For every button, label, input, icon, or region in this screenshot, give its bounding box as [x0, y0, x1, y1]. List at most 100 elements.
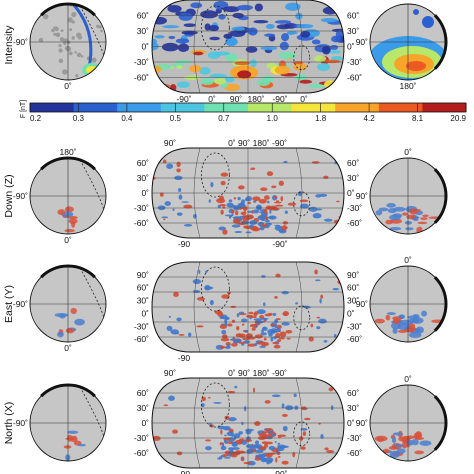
left-polar-cap: -90˚ 0˚ [13, 264, 107, 353]
polar-label-left: -90˚ [13, 299, 28, 309]
lat-label-right: 0˚ [347, 42, 355, 52]
right-polar-cap: 0˚ 90˚ [356, 255, 448, 343]
map-field [152, 0, 344, 92]
map-outline [151, 0, 345, 94]
lat-label-right: 90˚ [347, 270, 359, 280]
lat-label-right: -30˚ [347, 433, 362, 443]
colorbar-unit-label: F [nT] [20, 100, 27, 118]
polar-thick-arc [40, 2, 96, 17]
meridian-line [193, 0, 201, 93]
lat-label-right: -60˚ [347, 448, 362, 458]
lat-label-right: 30˚ [347, 403, 359, 413]
lat-label-left: 90˚ [137, 270, 149, 280]
right-polar-cap: 90˚ 180˚ [356, 3, 448, 91]
colorbar-segment [378, 103, 423, 112]
meridian-line [193, 262, 201, 352]
polar-label-bottom: 0˚ [64, 81, 72, 91]
lat-label-right: -30˚ [347, 57, 362, 67]
lat-label-right: -30˚ [347, 321, 362, 331]
polar-label-left: 90˚ [356, 418, 368, 428]
row-title: Down (Z) [3, 174, 15, 217]
lat-label-right: 0˚ [347, 418, 355, 428]
graticule [152, 148, 344, 238]
row-2: Down (Z)180˚-90˚0˚0˚90˚60˚30˚0˚-30˚-60˚6… [3, 138, 448, 249]
lat-label-left: 30˚ [137, 26, 149, 36]
polar-field [63, 430, 86, 461]
colorbar: 0.2 0.3 0.4 0.5 0.7 1.0 1.8 4.2 8.1 20.9 F [nT] [20, 100, 467, 123]
polar-field [374, 310, 445, 339]
colorbar-segment [422, 103, 467, 112]
figure-content: Intensity-90˚0˚90˚180˚60˚30˚0˚-30˚-60˚60… [3, 0, 467, 474]
polar-field [57, 206, 78, 233]
dashed-contour [79, 386, 105, 438]
polar-thick-arc [433, 276, 448, 332]
colorbar-tick-label: 1.0 [267, 114, 279, 123]
row-title: East (Y) [3, 285, 15, 323]
colorbar-segment [160, 103, 205, 112]
colorbar-tick-label: 0.2 [30, 114, 42, 123]
graticule [152, 378, 344, 468]
colorbar-segment [117, 103, 162, 112]
left-polar-cap: -90˚ [13, 383, 107, 462]
meridian-line [295, 148, 303, 238]
dashed-contour [200, 382, 230, 428]
map-label-top: 0˚ 90˚ 180˚ -90˚ [228, 368, 287, 378]
colorbar-segment [30, 103, 75, 112]
lat-label-right: 60˚ [347, 388, 359, 398]
graticule [152, 262, 344, 352]
lat-label-right: 30˚ [347, 173, 359, 183]
polar-label-left: 90˚ [356, 299, 368, 309]
dashed-contour [293, 191, 311, 217]
polar-label-top: 0˚ [404, 147, 412, 157]
left-polar-cap: -90˚ 0˚ [13, 2, 107, 91]
map-field [152, 385, 335, 466]
lat-label-left: 0˚ [141, 418, 149, 428]
colorbar-segment [73, 103, 118, 112]
colorbar-tick-label: 0.3 [73, 114, 85, 123]
lat-label-left: -60˚ [134, 73, 149, 83]
lat-label-right: -30˚ [347, 203, 362, 213]
polar-label-left: -90˚ [13, 37, 28, 47]
colorbar-segment [204, 103, 249, 112]
lat-label-left: -60˚ [134, 334, 149, 344]
lat-label-left: 30˚ [137, 296, 149, 306]
row-4: North (X)-90˚0˚90˚60˚30˚0˚-30˚-60˚60˚30˚… [3, 368, 448, 474]
lat-label-left: 0˚ [141, 42, 149, 52]
meridian-line [295, 262, 303, 352]
map-outline [151, 377, 345, 469]
lon-label-bottom: -90 [178, 239, 191, 249]
map-label-top: 0˚ 90˚ 180˚ -90˚ [228, 138, 287, 148]
colorbar-tick-label: 0.7 [218, 114, 230, 123]
lon-label-bottom: -90˚ [176, 94, 191, 104]
lon-label-bottom: -90 [178, 353, 191, 363]
colorbar-segment [248, 103, 293, 112]
lon-label-bottom: 0˚ [208, 94, 216, 104]
polar-label-top: 0˚ [404, 374, 412, 384]
lat-label-left: 60˚ [137, 158, 149, 168]
lat-label-left: 0˚ [141, 188, 149, 198]
polar-label-bottom: 180˚ [399, 81, 416, 91]
lat-label-left: 60˚ [137, 283, 149, 293]
dashed-contour [79, 267, 105, 319]
polar-field [54, 307, 85, 338]
dashed-contour [293, 421, 311, 447]
lat-label-left: 30˚ [137, 173, 149, 183]
lat-label-left: -30˚ [134, 321, 149, 331]
world-map: 90˚ 60˚ 30˚ 0˚ -30˚ -60˚ 90˚ 60˚ 30˚ 0˚ -30˚ -60˚ -9… [134, 261, 362, 363]
lat-label-left: 30˚ [137, 403, 149, 413]
map-label-top: 90˚ [164, 138, 176, 148]
lon-label-bottom: 90˚ [230, 94, 242, 104]
row-1: Intensity-90˚0˚90˚180˚60˚30˚0˚-30˚-60˚60… [3, 0, 448, 104]
left-polar-cap: 180˚ -90˚ 0˚ [13, 147, 107, 245]
polar-thick-arc [433, 168, 448, 224]
graticule [152, 0, 344, 93]
colorbar-segment [335, 103, 380, 112]
map-outline [151, 147, 345, 239]
lon-label-bottom: -90˚ [272, 94, 287, 104]
lat-label-left: 0˚ [141, 308, 149, 318]
polar-thick-arc [40, 156, 96, 171]
lon-label-bottom: 180˚ [247, 94, 264, 104]
polar-label-left: 90˚ [356, 37, 368, 47]
dashed-contour [79, 5, 105, 57]
